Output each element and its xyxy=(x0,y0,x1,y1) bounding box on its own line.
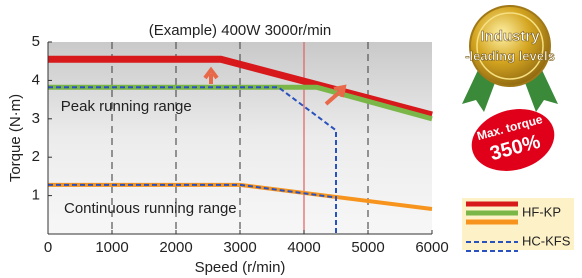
medal xyxy=(470,6,550,86)
x-tick-label: 3000 xyxy=(223,239,256,256)
x-tick-label: 4000 xyxy=(287,239,320,256)
chart-title: (Example) 400W 3000r/min xyxy=(149,22,332,39)
legend-label: HF-KP xyxy=(522,204,561,219)
x-tick-label: 5000 xyxy=(351,239,384,256)
annotation: Continuous running range xyxy=(64,200,237,217)
y-tick-label: 5 xyxy=(32,33,40,50)
medal-text: -leading levels xyxy=(465,48,555,63)
x-tick-label: 1000 xyxy=(95,239,128,256)
chart: Peak running range Continuous running ran… xyxy=(0,0,582,278)
x-axis-label: Speed (r/min) xyxy=(195,259,286,276)
x-tick-label: 2000 xyxy=(159,239,192,256)
page: Peak running range Continuous running ran… xyxy=(0,0,582,278)
y-tick-label: 1 xyxy=(32,187,40,204)
badge: Max. torque 350% xyxy=(465,100,562,180)
y-axis-label: Torque (N·m) xyxy=(7,94,24,182)
y-tick-label: 3 xyxy=(32,110,40,127)
y-tick-label: 4 xyxy=(32,71,40,88)
x-tick-label: 0 xyxy=(44,239,52,256)
annotation: Peak running range xyxy=(61,98,192,115)
y-tick-label: 2 xyxy=(32,148,40,165)
medal-text: Industry xyxy=(480,28,540,45)
legend-label: HC-KFS xyxy=(522,233,571,248)
x-tick-label: 6000 xyxy=(415,239,448,256)
